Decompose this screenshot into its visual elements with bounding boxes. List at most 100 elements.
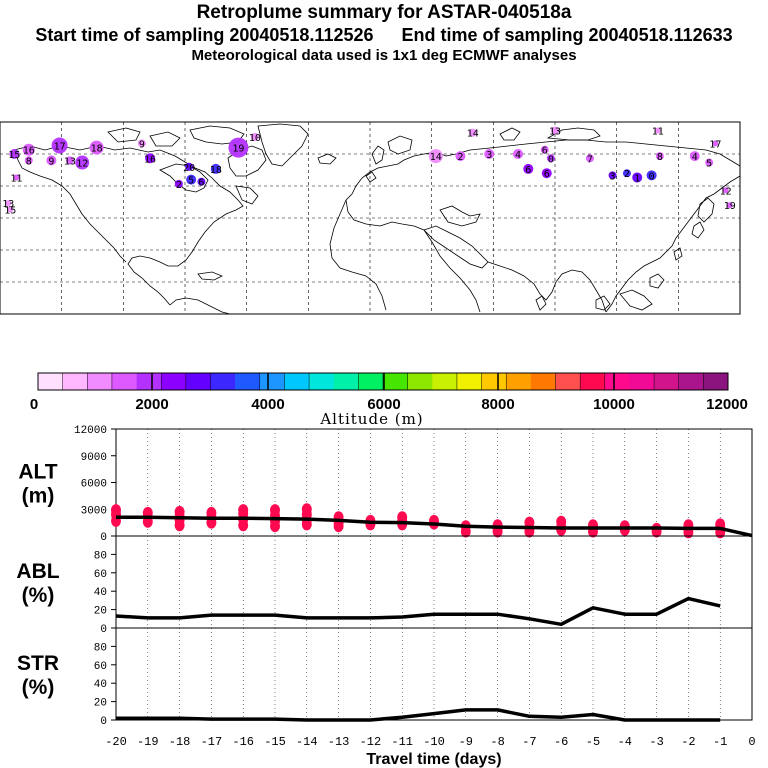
plume-day-label: 16 — [23, 146, 35, 157]
plume-marker — [174, 179, 183, 188]
plume-cluster: 5 — [186, 174, 197, 187]
plume-day-label: 19 — [724, 201, 736, 212]
panel-abl: 0 20 40 60 80 ABL(%) — [16, 535, 753, 636]
plume-day-label: 18 — [210, 165, 222, 176]
series-line — [116, 515, 753, 538]
plume-marker — [197, 177, 206, 186]
x-tick-label: -14 — [296, 735, 318, 749]
plume-marker — [608, 171, 617, 180]
x-tick-label: -9 — [459, 735, 473, 749]
plume-day-label: 3 — [486, 150, 492, 161]
plume-marker — [185, 162, 194, 171]
colorbar-tick-label: 10000 — [593, 396, 635, 413]
plume-cluster: 1 — [632, 172, 643, 184]
plume-marker — [654, 127, 661, 134]
plume-cluster: 18 — [210, 163, 222, 176]
plume-cluster: 8 — [655, 152, 664, 163]
x-tick-label: -4 — [618, 735, 632, 749]
plume-marker — [546, 154, 555, 163]
plume-marker — [689, 151, 700, 162]
plume-day-label: 6 — [542, 146, 548, 157]
series-line — [115, 596, 721, 627]
plume-cluster: 19 — [228, 137, 249, 158]
plume-day-label: 9 — [48, 156, 54, 167]
plume-day-label: 5 — [188, 176, 194, 187]
row-unit-label: (%) — [22, 584, 55, 607]
x-tick-label: -6 — [554, 735, 568, 749]
x-tick-label: -16 — [232, 735, 254, 749]
plume-cluster: 15 — [4, 205, 16, 216]
altitude-sample-point — [174, 505, 185, 518]
plume-cluster: 0 — [646, 170, 657, 182]
row-label: ALT — [18, 461, 57, 484]
plume-day-label: 3 — [610, 171, 616, 182]
x-tick-label: -15 — [264, 735, 286, 749]
plume-day-label: 2 — [624, 169, 630, 180]
plume-cluster: 5 — [705, 158, 714, 170]
plume-marker — [428, 149, 443, 164]
plume-cluster: 13 — [64, 156, 76, 167]
colorbar-cell — [358, 373, 384, 390]
plume-day-label: 16 — [144, 154, 156, 165]
plume-day-label: 17 — [709, 139, 721, 150]
plume-marker — [726, 202, 733, 209]
colorbar-cell — [62, 373, 88, 390]
y-tick-label: 60 — [94, 569, 107, 581]
altitude-sample-point — [556, 515, 567, 528]
y-tick-label: 0 — [100, 532, 107, 544]
plume-marker — [145, 153, 156, 164]
colorbar-label: Altitude (m) — [319, 410, 423, 428]
y-tick-label: 9000 — [81, 452, 107, 464]
colorbar-cell — [678, 373, 704, 390]
colorbar-cell — [161, 373, 187, 390]
x-tick-label: -11 — [391, 735, 413, 749]
colorbar-cell — [235, 373, 261, 390]
colorbar-cell — [38, 373, 63, 390]
plume-cluster: 14 — [428, 149, 443, 164]
colorbar-cell — [604, 373, 630, 390]
x-tick-label: -13 — [328, 735, 350, 749]
plume-marker — [250, 132, 259, 141]
colorbar-cell — [506, 373, 532, 390]
panel-frame — [115, 627, 753, 721]
plume-cluster: 16 — [144, 153, 156, 165]
plume-cluster: 6 — [540, 145, 549, 157]
colorbar-cell — [309, 373, 335, 390]
colorbar-cell — [703, 373, 729, 390]
plume-day-label: 15 — [8, 150, 20, 161]
plume-marker — [46, 155, 57, 166]
plume-marker — [484, 149, 495, 159]
y-tick-label: 0 — [100, 716, 107, 728]
y-tick-label: 20 — [94, 698, 107, 710]
colorbar-cell — [259, 373, 285, 390]
plume-marker — [468, 128, 477, 137]
plume-cluster: 15 — [8, 149, 20, 161]
plume-marker — [7, 206, 14, 213]
plume-day-label: 11 — [652, 127, 664, 138]
row-label: ABL — [16, 560, 59, 583]
row-label: STR — [17, 652, 59, 675]
y-tick-label: 12000 — [74, 425, 107, 437]
plume-cluster: 6 — [197, 177, 206, 189]
plume-marker — [210, 163, 221, 174]
plume-marker — [9, 149, 20, 159]
x-tick-label: 0 — [748, 735, 755, 749]
y-tick-label: 6000 — [81, 479, 107, 491]
colorbar-tick-label: 6000 — [367, 396, 400, 413]
altitude-sample-point — [524, 516, 535, 529]
plume-day-label: 14 — [467, 129, 479, 140]
y-tick-label: 80 — [94, 550, 107, 562]
plume-marker — [22, 143, 35, 156]
y-tick-label: 20 — [94, 606, 107, 618]
plume-cluster: 3 — [484, 149, 495, 161]
altitude-sample-point — [301, 503, 312, 516]
plume-cluster: 2 — [455, 151, 466, 163]
colorbar-frame — [37, 372, 729, 391]
colorbar-cell — [210, 373, 236, 390]
plume-day-label: 4 — [692, 152, 698, 163]
plume-marker — [513, 149, 523, 159]
plume-marker — [455, 151, 466, 162]
colorbar-cell — [481, 373, 507, 390]
